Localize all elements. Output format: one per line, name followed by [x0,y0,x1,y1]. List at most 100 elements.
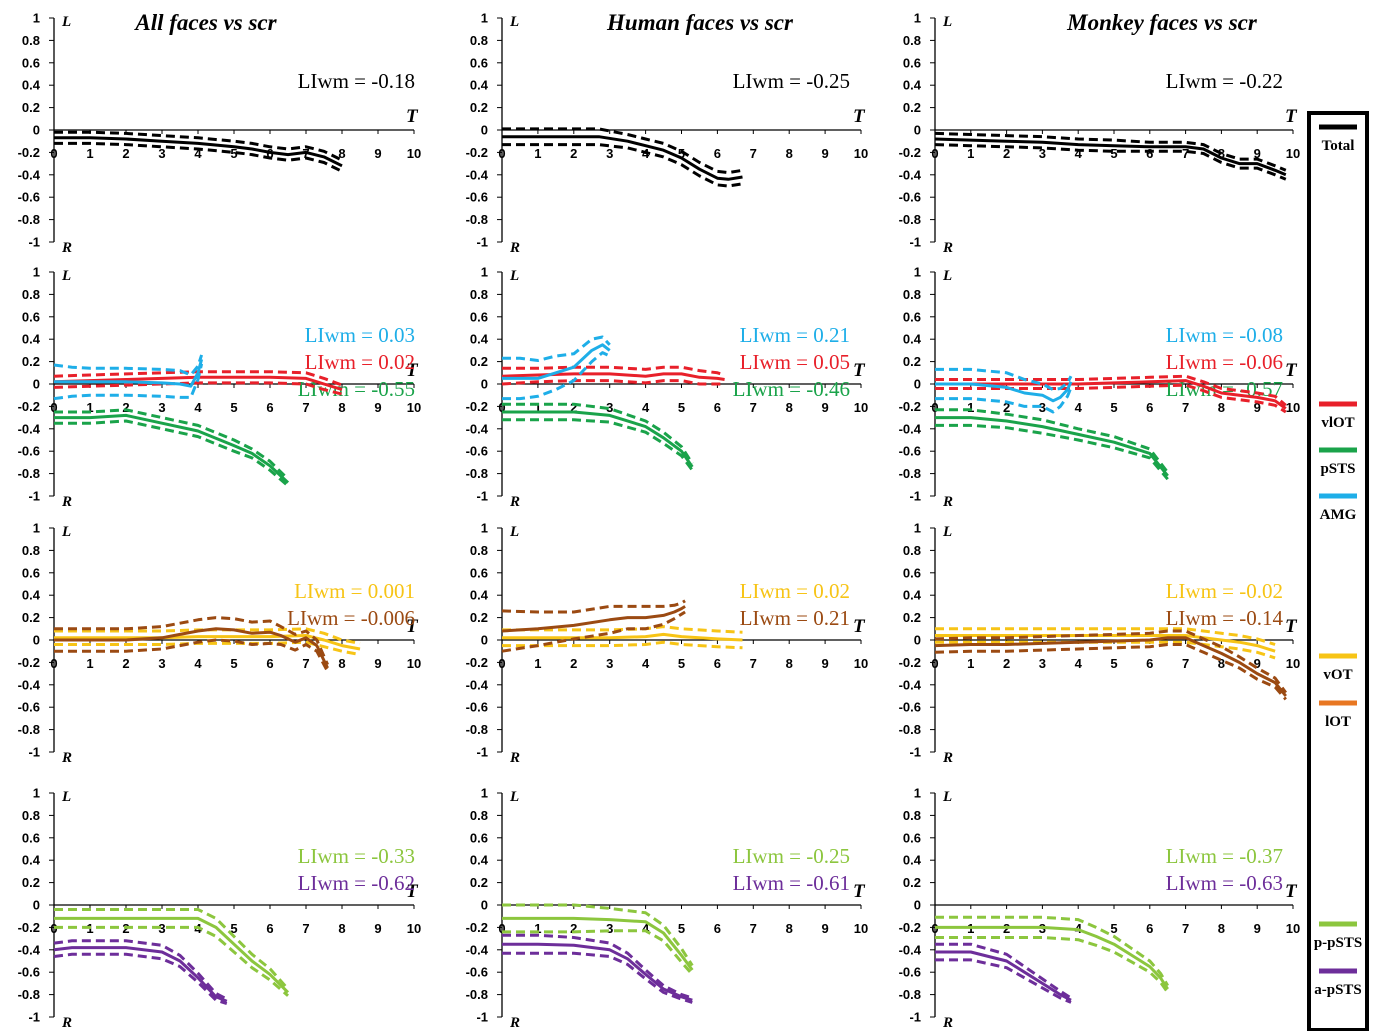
series-p-pSTS [502,903,694,976]
x-tick-label: 10 [407,921,421,936]
y-tick-label: -0.2 [18,920,40,935]
ci-lower-line [53,381,343,396]
liwm-annotation: LIwm = 0.03 [305,323,415,347]
chart-panel-0-2: 1 0.8 0.6 0.4 0.2 0 -0.2 -0.4 -0.6 -0.8 -1 0 1 2 3 4 5 6 7… [899,11,1301,257]
liwm-annotation: LIwm = -0.37 [1166,844,1283,868]
x-tick-label: 7 [750,146,757,161]
x-tick-label: 9 [1254,146,1261,161]
y-tick-label: 0.2 [22,354,40,369]
y-tick-label: -0.6 [18,700,40,715]
y-tick-label: -0.4 [466,677,489,692]
y-tick-label: 0.6 [903,309,921,324]
x-tick-label: 2 [1003,656,1010,671]
axis-letter-threshold: T [1285,360,1298,381]
x-tick-label: 9 [374,656,381,671]
x-tick-label: 8 [786,656,793,671]
ci-lower-line [935,423,1169,481]
x-tick-label: 5 [678,146,685,161]
x-tick-label: 2 [570,921,577,936]
x-tick-label: 1 [534,921,541,936]
ci-upper-line [935,915,1169,987]
x-tick-label: 1 [86,400,93,415]
y-tick-label: -0.2 [899,399,921,414]
y-tick-label: -0.6 [18,444,40,459]
y-tick-label: 1 [914,11,921,26]
y-tick-label: -1 [28,489,40,504]
x-tick-label: 5 [230,656,237,671]
mean-line [54,136,343,168]
legend-label-a-pSTS: a-pSTS [1314,982,1362,998]
x-tick-label: 10 [1286,921,1300,936]
y-tick-label: -0.4 [18,421,41,436]
x-tick-label: 7 [1182,400,1189,415]
y-tick-label: -1 [909,489,921,504]
ci-upper-line [501,599,686,614]
column-titles: All faces vs scr Human faces vs scr Monkey… [133,10,1257,35]
y-tick-label: -1 [476,1010,488,1025]
axis-letter-right: R [942,750,953,766]
y-tick-label: 0.8 [903,543,921,558]
liwm-annotation: LIwm = -0.46 [733,377,850,401]
chart-panel-0-0: 10.80.60.40.20-0.2-0.4-0.6-0.8-10 1 2 3 4 5 6 7… [18,11,422,257]
liwm-annotation: LIwm = -0.22 [1166,69,1283,93]
y-tick-label: -0.6 [466,965,488,980]
x-tick-label: 2 [1003,400,1010,415]
x-tick-label: 4 [642,656,650,671]
y-tick-label: 0.4 [22,332,41,347]
y-tick-label: 0.8 [22,287,40,302]
mean-line [934,137,1287,177]
x-tick-label: 6 [714,146,721,161]
series-vOT [54,627,361,657]
y-tick-label: -0.6 [466,700,488,715]
x-tick-label: 2 [570,656,577,671]
y-tick-label: 1 [33,11,40,26]
x-tick-label: 10 [854,656,868,671]
mean-line [935,381,1073,403]
axis-letter-right: R [61,1015,72,1031]
ci-upper-line [54,627,361,645]
liwm-annotation: LIwm = -0.02 [1166,579,1283,603]
axis-letter-threshold: T [406,106,419,127]
y-tick-label: -0.8 [899,212,921,227]
y-tick-label: 0.8 [903,808,921,823]
x-tick-label: 3 [1039,656,1046,671]
ci-upper-line [502,335,611,362]
legend-label-Total: Total [1322,138,1355,154]
ci-lower-line [53,952,228,1006]
legend-label-lOT: lOT [1325,714,1351,730]
y-tick-label: -1 [476,235,488,250]
mean-line [53,375,343,392]
y-tick-label: 0.2 [903,100,921,115]
y-tick-label: 0.2 [22,100,40,115]
x-tick-label: 10 [1286,656,1300,671]
y-tick-label: 0.2 [903,354,921,369]
legend-label-vOT: vOT [1323,667,1352,683]
ci-lower-line [935,936,1169,994]
x-tick-label: 3 [606,146,613,161]
y-tick-label: -0.2 [466,920,488,935]
axis-letter-left: L [509,524,519,540]
x-tick-label: 6 [266,921,273,936]
y-tick-label: -0.6 [466,444,488,459]
y-tick-label: 0.6 [470,309,488,324]
mean-line [934,636,1287,697]
x-tick-label: 6 [1146,400,1153,415]
x-tick-label: 1 [534,400,541,415]
y-tick-label: -0.4 [18,942,41,957]
x-tick-label: 8 [786,921,793,936]
series-vlOT [53,370,343,396]
y-tick-label: -0.2 [18,655,40,670]
x-tick-label: 5 [230,146,237,161]
y-tick-label: 0.6 [22,309,40,324]
ci-lower-line [935,640,1276,660]
x-tick-label: 2 [570,146,577,161]
liwm-annotation: LIwm = -0.14 [1166,606,1284,630]
x-tick-label: 5 [678,400,685,415]
x-tick-label: 5 [1110,400,1117,415]
series-Total [502,127,743,188]
y-tick-label: 0.8 [22,543,40,558]
x-tick-label: 7 [750,656,757,671]
y-tick-label: 1 [914,786,921,801]
ci-upper-line [502,933,693,1000]
ci-upper-line [935,942,1072,1000]
